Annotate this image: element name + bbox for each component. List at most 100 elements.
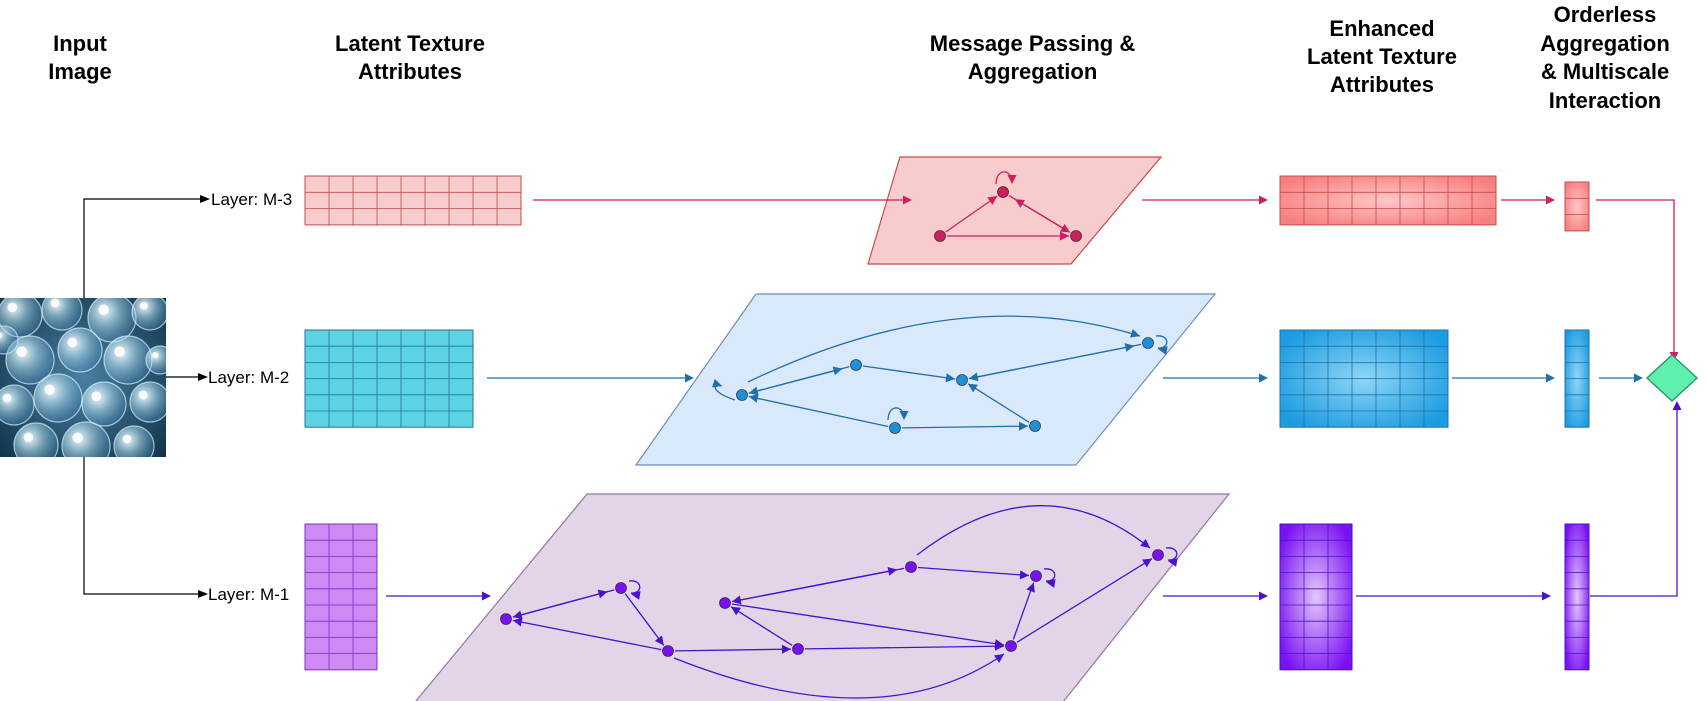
layer-label-m3: Layer: M-3 [211,190,292,209]
node-m1 [1152,549,1164,561]
branch-lines [83,198,200,595]
node-m2 [736,389,748,401]
bubble-highlight [138,390,148,400]
header-latent-texture: Latent Texture Attributes [335,31,485,84]
flow-arrow-m3 [533,195,912,205]
bubble-highlight [2,393,12,403]
bubble-shape [57,327,103,373]
edge-m1 [512,617,662,651]
enhanced-grid-m3 [1279,175,1497,226]
flow-arrow-m1 [386,591,491,601]
graph-m2 [712,315,1168,434]
bubble-highlight [122,434,132,444]
node-m1 [792,643,804,655]
node-m1 [905,561,917,573]
bubble-shape [33,373,83,423]
edge-m1 [731,567,905,605]
self-loop-m2 [712,378,736,401]
latent-grid-m1 [304,523,378,671]
edge-m2 [975,343,1135,378]
self-loop-m2 [1155,335,1168,355]
edge-m1 [1016,558,1153,643]
bubble-shape [113,425,155,457]
edge-m1 [917,566,1030,580]
edge-m1 [1012,582,1035,640]
edge-m1 [519,589,608,616]
node-m3 [1070,230,1082,242]
bubble-shape [81,381,127,427]
bubble-shape [61,421,111,457]
aggregated-vector-m1 [1564,523,1590,671]
edge-m2 [755,366,843,393]
bubble-shape [41,298,83,331]
node-m2 [889,422,901,434]
node-m1 [662,645,674,657]
bubble-shape [0,325,19,355]
graph-m1 [500,505,1178,699]
flow-arrow-m2 [487,373,694,383]
self-loop-m1 [1165,547,1178,567]
node-m2 [1029,420,1041,432]
node-m1 [1030,570,1042,582]
bubble-highlight [98,304,109,315]
flow-arrow-to-diamond-m1 [1590,401,1682,597]
self-loop-m2 [887,407,909,421]
latent-grid-m3 [304,175,522,226]
enhanced-grid-m2 [1279,329,1449,428]
latent-grid-m2 [304,329,474,428]
aggregated-vector-m3 [1564,181,1590,232]
edge-m3 [947,231,1069,241]
header-orderless-aggregation: Orderless Aggregation & Multiscale Interact… [1540,2,1670,113]
edge-m2 [862,365,956,383]
flow-arrow-m3 [1142,195,1268,205]
edge-m1 [624,593,665,646]
graph-m3 [934,171,1082,242]
flow-arrow-m3 [1501,195,1555,205]
bubble-highlight [7,302,18,313]
self-loop-m1 [628,580,641,600]
self-loop-m3 [995,171,1017,185]
bubble-shape [0,384,35,426]
node-m1 [500,613,512,625]
enhanced-grid-m1 [1279,523,1353,671]
layer-label-m2: Layer: M-2 [208,368,289,387]
node-m3 [997,186,1009,198]
edge-m3 [945,195,998,233]
edge-m1 [730,606,793,646]
edge-m1-curve [916,505,1151,556]
flow-arrow-m2 [1452,373,1555,383]
edge-m3 [1014,198,1065,230]
flow-arrow-m2 [1599,373,1643,383]
header-enhanced-latent: Enhanced Latent Texture Attributes [1307,16,1457,97]
bubble-shape [13,422,59,457]
bubble-highlight [114,346,125,357]
layer-label-m1: Layer: M-1 [208,585,289,604]
edge-m1 [731,603,1005,649]
bubble-shape [131,298,166,331]
header-message-passing: Message Passing & Aggregation [929,31,1136,84]
bubble-highlight [152,352,159,359]
header-input-image: Input Image [48,31,112,84]
bubble-shape [145,345,166,375]
plane-m3 [867,156,1163,265]
node-m1 [1005,640,1017,652]
bubble-highlight [72,432,83,443]
node-m2 [956,374,968,386]
plane-m2 [634,293,1217,466]
node-m3 [934,230,946,242]
edge-m2 [901,421,1029,431]
edge-m2 [748,393,889,428]
bubble-highlight [67,337,78,348]
node-m1 [615,582,627,594]
node-m2 [850,359,862,371]
flow-arrow-m2 [1163,373,1268,383]
flow-arrow-to-diamond-m3 [1596,199,1679,361]
edge-m2-curve [747,315,1141,383]
edge-m1 [674,644,792,654]
diamond-aggregation-node [1645,353,1699,403]
bubble-highlight [44,384,55,395]
flow-arrow-m1 [1356,591,1551,601]
edge-m1-curve [673,653,1005,699]
flow-arrow-m1 [1163,591,1268,601]
